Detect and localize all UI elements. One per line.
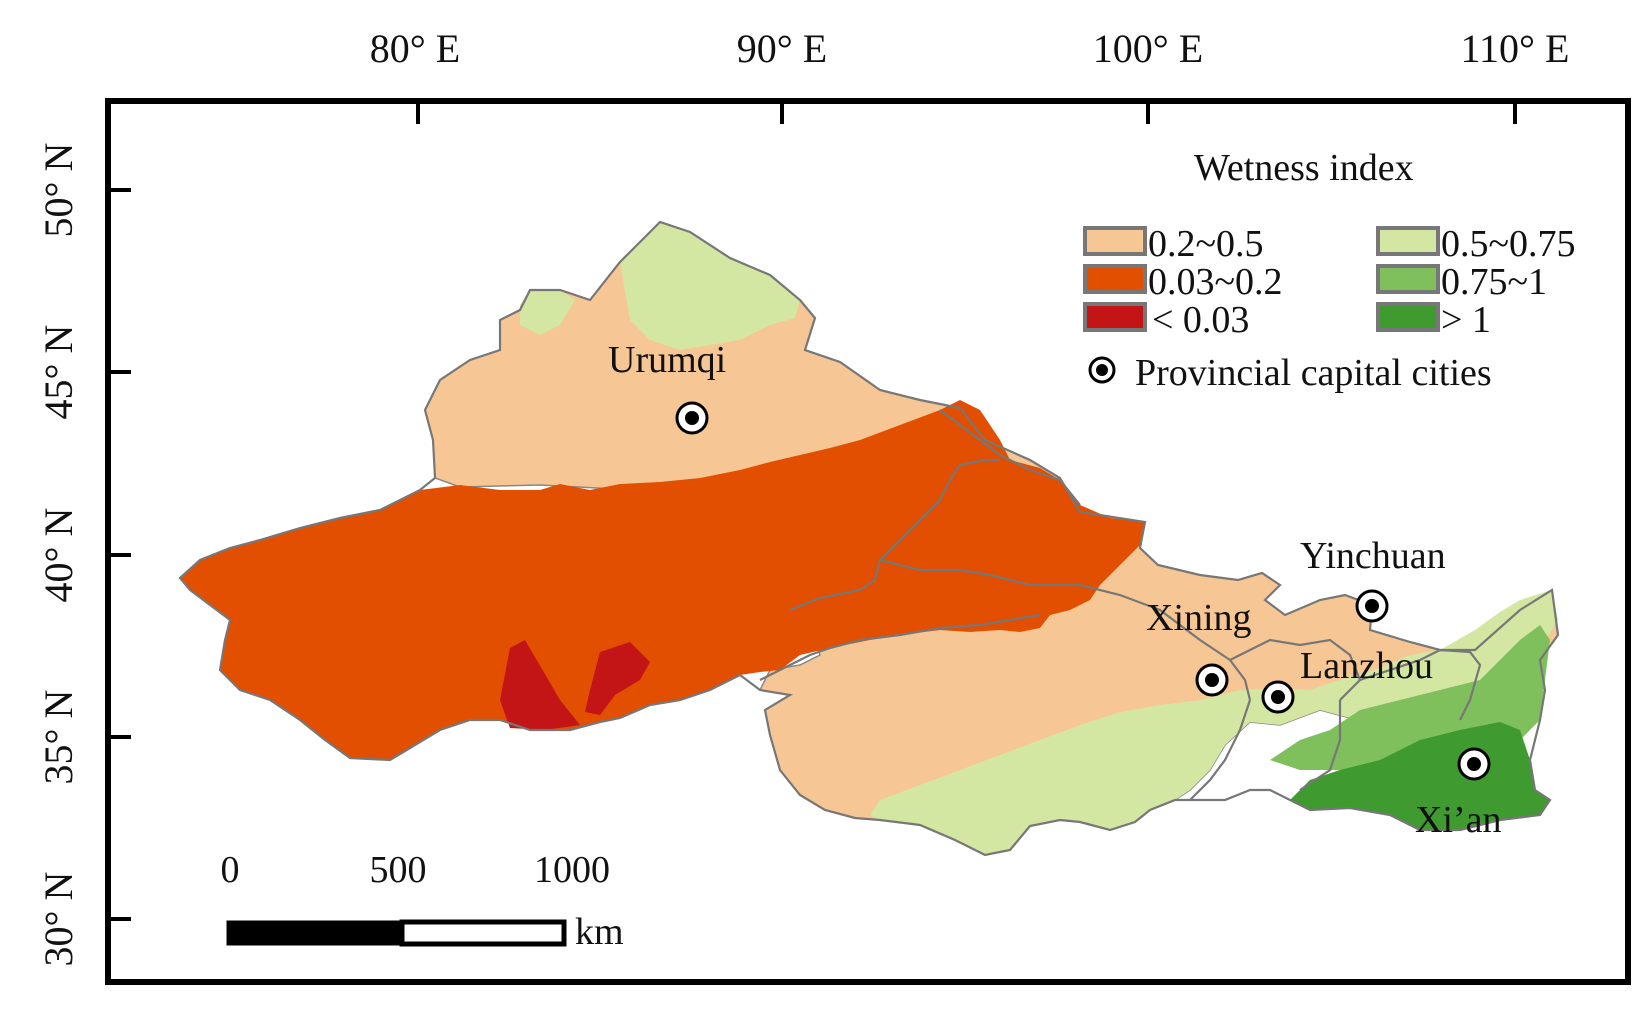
scale-bar-white-segment xyxy=(399,919,567,947)
lon-label-110: 110° E xyxy=(1461,26,1570,71)
scale-unit: km xyxy=(575,911,624,953)
legend-label-0.03-0.2: 0.03~0.2 xyxy=(1148,261,1283,303)
zone-greater-1 xyxy=(1290,722,1550,830)
left-tick-marks xyxy=(108,188,131,921)
scale-bar: 0 500 1000 km xyxy=(221,849,624,953)
scale-tick-1000: 1000 xyxy=(534,849,610,891)
top-tick-marks xyxy=(416,101,1517,124)
legend-swatch-0.75-1 xyxy=(1376,264,1440,294)
legend-swatch-0.5-0.75 xyxy=(1376,226,1440,256)
scale-bar-black-segment xyxy=(226,920,404,946)
legend-city-symbol-icon xyxy=(1088,356,1116,384)
lon-label-90: 90° E xyxy=(737,26,827,71)
zone-0.5-0.75-southeast xyxy=(870,590,1558,855)
city-label-xining: Xining xyxy=(1146,597,1252,639)
zone-less-0.03-b xyxy=(585,642,650,715)
city-label-yinchuan: Yinchuan xyxy=(1300,535,1446,577)
lon-label-80: 80° E xyxy=(370,26,460,71)
scale-tick-500: 500 xyxy=(370,849,427,891)
lat-label-40: 40° N xyxy=(36,508,81,603)
legend-swatch-0.2-0.5 xyxy=(1083,226,1147,256)
legend-label-less-0.03: < 0.03 xyxy=(1152,299,1249,341)
zone-0.5-0.75-north xyxy=(620,222,800,350)
region-outline xyxy=(178,220,1560,857)
legend-label-greater-1: > 1 xyxy=(1441,299,1491,341)
province-boundaries xyxy=(759,409,1482,801)
city-label-lanzhou: Lanzhou xyxy=(1300,645,1433,687)
zone-less-0.03-a xyxy=(500,640,580,730)
lat-label-45: 45° N xyxy=(36,325,81,420)
legend-label-capital-cities: Provincial capital cities xyxy=(1135,352,1492,394)
zone-0.5-0.75-northwest xyxy=(520,290,575,335)
scale-tick-0: 0 xyxy=(221,849,240,891)
lat-label-35: 35° N xyxy=(36,690,81,785)
city-label-urumqi: Urumqi xyxy=(608,339,726,381)
city-marker-urumqi xyxy=(675,401,709,435)
city-marker-xian xyxy=(1457,747,1491,781)
legend-label-0.75-1: 0.75~1 xyxy=(1441,261,1547,303)
legend-swatch-less-0.03 xyxy=(1083,302,1147,332)
city-marker-xining xyxy=(1195,663,1229,697)
lat-label-30: 30° N xyxy=(36,872,81,967)
legend: Wetness index 0.2~0.5 0.5~0.75 0.03~0.2 … xyxy=(1083,147,1576,394)
city-label-xian: Xi’an xyxy=(1415,799,1502,841)
legend-label-0.2-0.5: 0.2~0.5 xyxy=(1148,223,1264,265)
legend-swatch-greater-1 xyxy=(1376,302,1440,332)
legend-title: Wetness index xyxy=(1194,147,1414,189)
lat-label-50: 50° N xyxy=(36,143,81,238)
city-marker-lanzhou xyxy=(1261,680,1295,714)
legend-label-0.5-0.75: 0.5~0.75 xyxy=(1441,223,1576,265)
lon-label-100: 100° E xyxy=(1093,26,1203,71)
legend-swatch-0.03-0.2 xyxy=(1083,264,1147,294)
city-marker-yinchuan xyxy=(1355,589,1389,623)
